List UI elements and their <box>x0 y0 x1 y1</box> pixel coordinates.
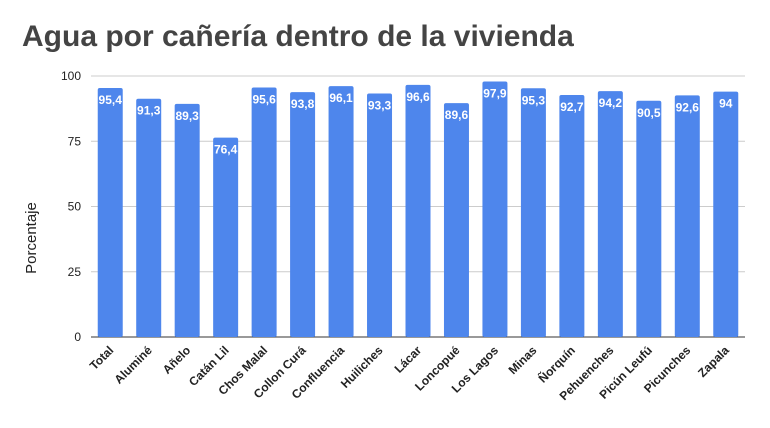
bar <box>213 137 239 337</box>
bar <box>713 91 739 337</box>
data-label: 96,6 <box>406 90 430 104</box>
x-category-label: Minas <box>506 343 540 377</box>
data-label: 76,4 <box>214 143 238 157</box>
bar <box>597 91 623 337</box>
y-tick-label: 25 <box>68 265 82 279</box>
x-category-label: Total <box>87 343 117 373</box>
bar <box>97 88 123 337</box>
data-labels: 95,4 91,3 89,3 76,4 95,6 93,8 96,1 93,3 96,6 89,6… <box>99 86 733 156</box>
x-category-label: Aluminé <box>111 343 155 387</box>
data-label: 89,3 <box>175 109 199 123</box>
chart-title: Agua por cañería dentro de la vivienda <box>22 20 574 53</box>
data-label: 92,6 <box>676 100 700 114</box>
data-label: 96,1 <box>329 91 353 105</box>
x-category-label: Lácar <box>392 343 425 376</box>
y-tick-label: 0 <box>74 330 81 344</box>
data-label: 90,5 <box>637 106 661 120</box>
x-category-label: Huiliches <box>338 343 386 391</box>
y-tick-label: 100 <box>61 69 81 83</box>
data-label: 94 <box>719 97 733 111</box>
bar <box>290 92 316 337</box>
y-tick-label: 75 <box>68 134 82 148</box>
data-label: 95,3 <box>522 93 546 107</box>
data-label: 91,3 <box>137 104 161 118</box>
y-tick-label: 50 <box>68 200 82 214</box>
data-label: 93,8 <box>291 97 315 111</box>
bar <box>405 84 431 338</box>
bar <box>136 98 162 337</box>
bar <box>559 95 585 337</box>
bar <box>174 103 200 337</box>
data-label: 95,4 <box>99 93 123 107</box>
data-label: 94,2 <box>599 96 623 110</box>
bar <box>251 87 277 337</box>
bar <box>443 103 469 337</box>
data-label: 93,3 <box>368 98 392 112</box>
bar <box>520 88 546 337</box>
bar <box>328 86 354 337</box>
bar <box>674 95 700 338</box>
data-label: 95,6 <box>252 92 276 106</box>
data-label: 97,9 <box>483 86 507 100</box>
x-category-label: Zapala <box>695 343 732 380</box>
data-label: 92,7 <box>560 100 584 114</box>
bar <box>482 81 508 337</box>
y-axis-ticks: 0 25 50 75 100 <box>61 69 81 344</box>
bars <box>97 81 739 338</box>
data-label: 89,6 <box>445 108 469 122</box>
x-category-label: Añelo <box>160 343 193 376</box>
bar <box>636 100 662 337</box>
bar <box>367 93 393 337</box>
y-axis-label: Porcentaje <box>23 202 40 274</box>
